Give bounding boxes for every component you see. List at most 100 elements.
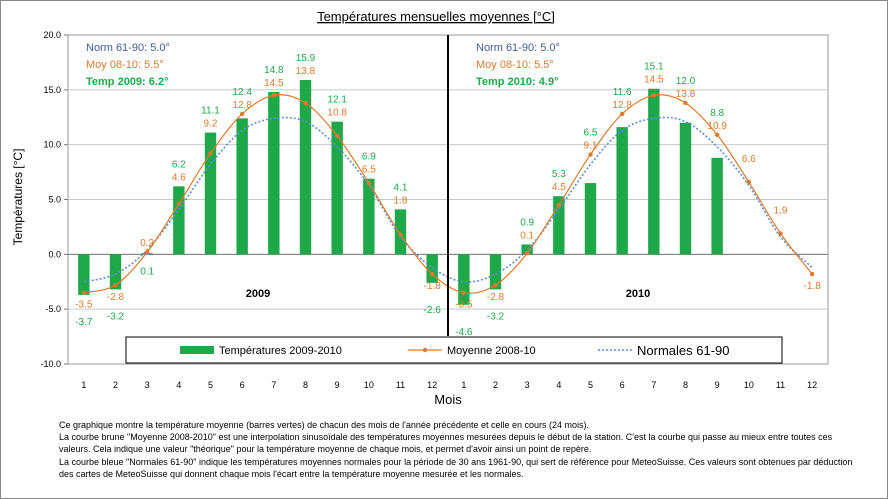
y-tick-label: 0.0 <box>48 249 61 259</box>
x-tick-label: 1 <box>461 380 466 390</box>
x-tick-label: 10 <box>744 380 754 390</box>
x-tick-label: 12 <box>427 380 437 390</box>
x-tick-label: 5 <box>208 380 213 390</box>
moyenne-point <box>651 93 657 98</box>
moyenne-data-label: -2.8 <box>107 292 125 303</box>
moyenne-point <box>683 100 688 106</box>
moyenne-data-label: -3.5 <box>75 300 93 311</box>
x-tick-label: 3 <box>525 380 530 390</box>
moyenne-point <box>461 290 467 295</box>
bar-data-label: 6.5 <box>584 128 598 139</box>
chart-description: Ce graphique montre la température moyen… <box>59 419 859 480</box>
temperature-bar <box>394 209 407 255</box>
bar-data-label: 8.8 <box>710 108 724 119</box>
y-tick-label: 15.0 <box>43 85 61 95</box>
moyenne-data-label: 12.8 <box>612 100 632 111</box>
moyenne-data-label: 10.9 <box>707 121 727 132</box>
moyenne-point <box>113 282 118 288</box>
bar-data-label: 6.9 <box>362 152 376 163</box>
moyenne-point <box>746 179 752 185</box>
moyenne-data-label: 13.8 <box>676 89 696 100</box>
bar-data-label: -3.7 <box>75 317 93 328</box>
moyenne-data-label: 12.8 <box>232 100 252 111</box>
moyenne-data-label: 9.2 <box>204 119 218 130</box>
temperature-bar <box>363 178 375 255</box>
moyenne-data-label: 13.8 <box>296 66 316 77</box>
y-tick-label: -10.0 <box>40 359 61 369</box>
moyenne-data-label: 1.9 <box>774 205 788 216</box>
x-tick-label: 8 <box>683 380 688 390</box>
moyenne-point <box>429 271 435 277</box>
temperature-bar <box>584 183 597 255</box>
annotation-text: Norm 61-90: 5.0° <box>86 42 170 54</box>
x-tick-label: 2 <box>493 380 498 390</box>
x-tick-label: 7 <box>271 380 276 390</box>
moyenne-point <box>809 271 815 277</box>
bar-data-label: 5.3 <box>552 169 566 180</box>
temperature-bar <box>236 118 248 255</box>
temperature-bar <box>78 254 90 295</box>
moyenne-data-label: 10.8 <box>327 108 347 119</box>
temperature-chart: Températures mensuelles moyennes [°C] Te… <box>11 9 829 407</box>
moyenne-point <box>334 133 340 139</box>
annotation-text: Temp 2009: 6.2° <box>86 76 168 88</box>
moyenne-point <box>778 231 783 236</box>
legend-label: Températures 2009-2010 <box>219 345 342 357</box>
moyenne-point <box>714 132 720 137</box>
moyenne-data-label: 1.8 <box>394 195 408 206</box>
x-tick-label: 8 <box>303 380 308 390</box>
temperature-bar <box>173 186 185 255</box>
moyenne-point <box>271 93 277 98</box>
temperature-bar <box>299 79 312 255</box>
bar-data-label: 11.6 <box>613 87 632 98</box>
temperature-bar <box>331 121 343 255</box>
moyenne-data-label: 4.6 <box>172 172 186 183</box>
bar-data-label: 0.9 <box>520 217 534 228</box>
y-axis-title: Températures [°C] <box>11 149 25 246</box>
moyenne-data-label: -1.8 <box>804 281 822 292</box>
x-tick-label: 3 <box>145 380 150 390</box>
bar-data-label: 12.1 <box>327 95 347 106</box>
temperature-bar <box>204 132 217 255</box>
temperature-bar <box>553 196 565 255</box>
moyenne-point <box>588 152 593 157</box>
x-tick-label: 11 <box>396 380 405 390</box>
moyenne-point <box>303 100 308 106</box>
temperature-bar <box>616 127 628 255</box>
moyenne-data-label: 4.5 <box>552 182 566 193</box>
moyenne-data-label: 0.2 <box>140 238 154 249</box>
bar-data-label: 11.1 <box>201 106 220 117</box>
x-tick-label: 7 <box>651 380 656 390</box>
legend-label: Normales 61-90 <box>637 343 730 358</box>
legend-box <box>125 336 783 364</box>
moyenne-data-label: -1.8 <box>424 281 442 292</box>
legend-label: Moyenne 2008-10 <box>447 345 536 357</box>
y-tick-label: 10.0 <box>43 140 61 150</box>
legend-swatch-moyenne-marker <box>422 347 428 353</box>
moyenne-data-label: -3.5 <box>455 300 473 311</box>
bar-data-label: 14.8 <box>264 65 284 76</box>
annotation-text: Temp 2010: 4.9° <box>476 76 558 88</box>
y-tick-label: -5.0 <box>45 304 61 314</box>
moyenne-data-label: 9.1 <box>584 141 598 152</box>
annotation-text: Moy 08-10: 5.5° <box>86 59 164 71</box>
bar-data-label: 12.4 <box>232 87 252 98</box>
description-paragraph: La courbe brune "Moyenne 2008-2010" est … <box>59 432 833 455</box>
moyenne-point <box>144 249 150 255</box>
x-tick-label: 12 <box>807 380 817 390</box>
temperature-bar <box>679 122 692 255</box>
temperature-bar <box>268 92 280 255</box>
bar-data-label: 12.0 <box>676 76 696 87</box>
moyenne-point <box>556 202 562 208</box>
moyenne-point <box>493 282 498 288</box>
x-tick-label: 6 <box>240 380 245 390</box>
temperature-bar <box>458 254 470 305</box>
moyenne-point <box>619 111 625 117</box>
bar-data-label: -2.6 <box>424 305 442 316</box>
moyenne-data-label: -2.8 <box>487 292 505 303</box>
temperature-bar <box>489 254 502 290</box>
bar-data-label: 15.9 <box>296 53 316 64</box>
y-tick-label: 20.0 <box>43 30 61 40</box>
x-axis-title: Mois <box>434 392 462 407</box>
temperature-bar <box>426 254 438 283</box>
